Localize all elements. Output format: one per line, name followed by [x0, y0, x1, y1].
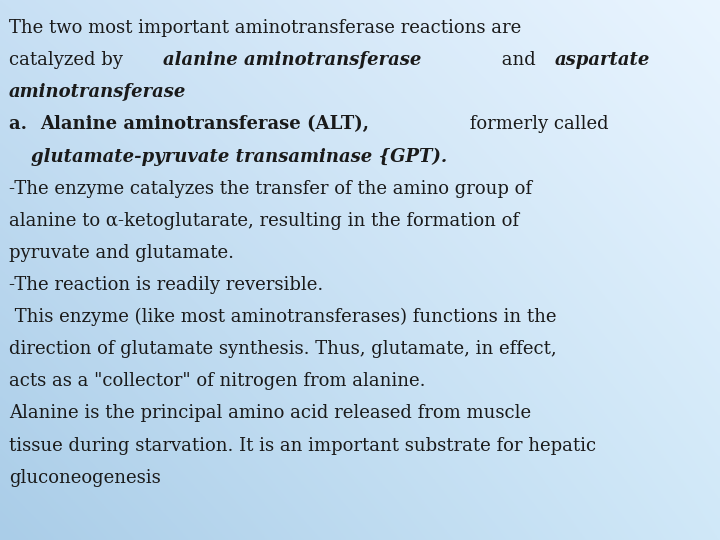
- Text: alanine aminotransferase: alanine aminotransferase: [163, 51, 421, 69]
- Text: gluconeogenesis: gluconeogenesis: [9, 469, 161, 487]
- Text: glutamate-pyruvate transaminase {GPT).: glutamate-pyruvate transaminase {GPT).: [31, 147, 447, 166]
- Text: tissue during starvation. It is an important substrate for hepatic: tissue during starvation. It is an impor…: [9, 436, 595, 455]
- Text: and: and: [496, 51, 542, 69]
- Text: Alanine is the principal amino acid released from muscle: Alanine is the principal amino acid rele…: [9, 404, 531, 422]
- Text: -The enzyme catalyzes the transfer of the amino group of: -The enzyme catalyzes the transfer of th…: [9, 179, 531, 198]
- Text: The two most important aminotransferase reactions are: The two most important aminotransferase …: [9, 19, 521, 37]
- Text: aminotransferase: aminotransferase: [9, 83, 186, 101]
- Text: alanine to α-ketoglutarate, resulting in the formation of: alanine to α-ketoglutarate, resulting in…: [9, 212, 518, 230]
- Text: a.: a.: [9, 116, 33, 133]
- Text: pyruvate and glutamate.: pyruvate and glutamate.: [9, 244, 233, 262]
- Text: This enzyme (like most aminotransferases) functions in the: This enzyme (like most aminotransferases…: [9, 308, 556, 326]
- Text: aspartate: aspartate: [555, 51, 650, 69]
- Text: Alanine aminotransferase (ALT),: Alanine aminotransferase (ALT),: [40, 116, 369, 133]
- Text: direction of glutamate synthesis. Thus, glutamate, in effect,: direction of glutamate synthesis. Thus, …: [9, 340, 557, 358]
- Text: formerly called: formerly called: [464, 116, 609, 133]
- Text: acts as a "collector" of nitrogen from alanine.: acts as a "collector" of nitrogen from a…: [9, 373, 425, 390]
- Text: -The reaction is readily reversible.: -The reaction is readily reversible.: [9, 276, 323, 294]
- Text: catalyzed by: catalyzed by: [9, 51, 128, 69]
